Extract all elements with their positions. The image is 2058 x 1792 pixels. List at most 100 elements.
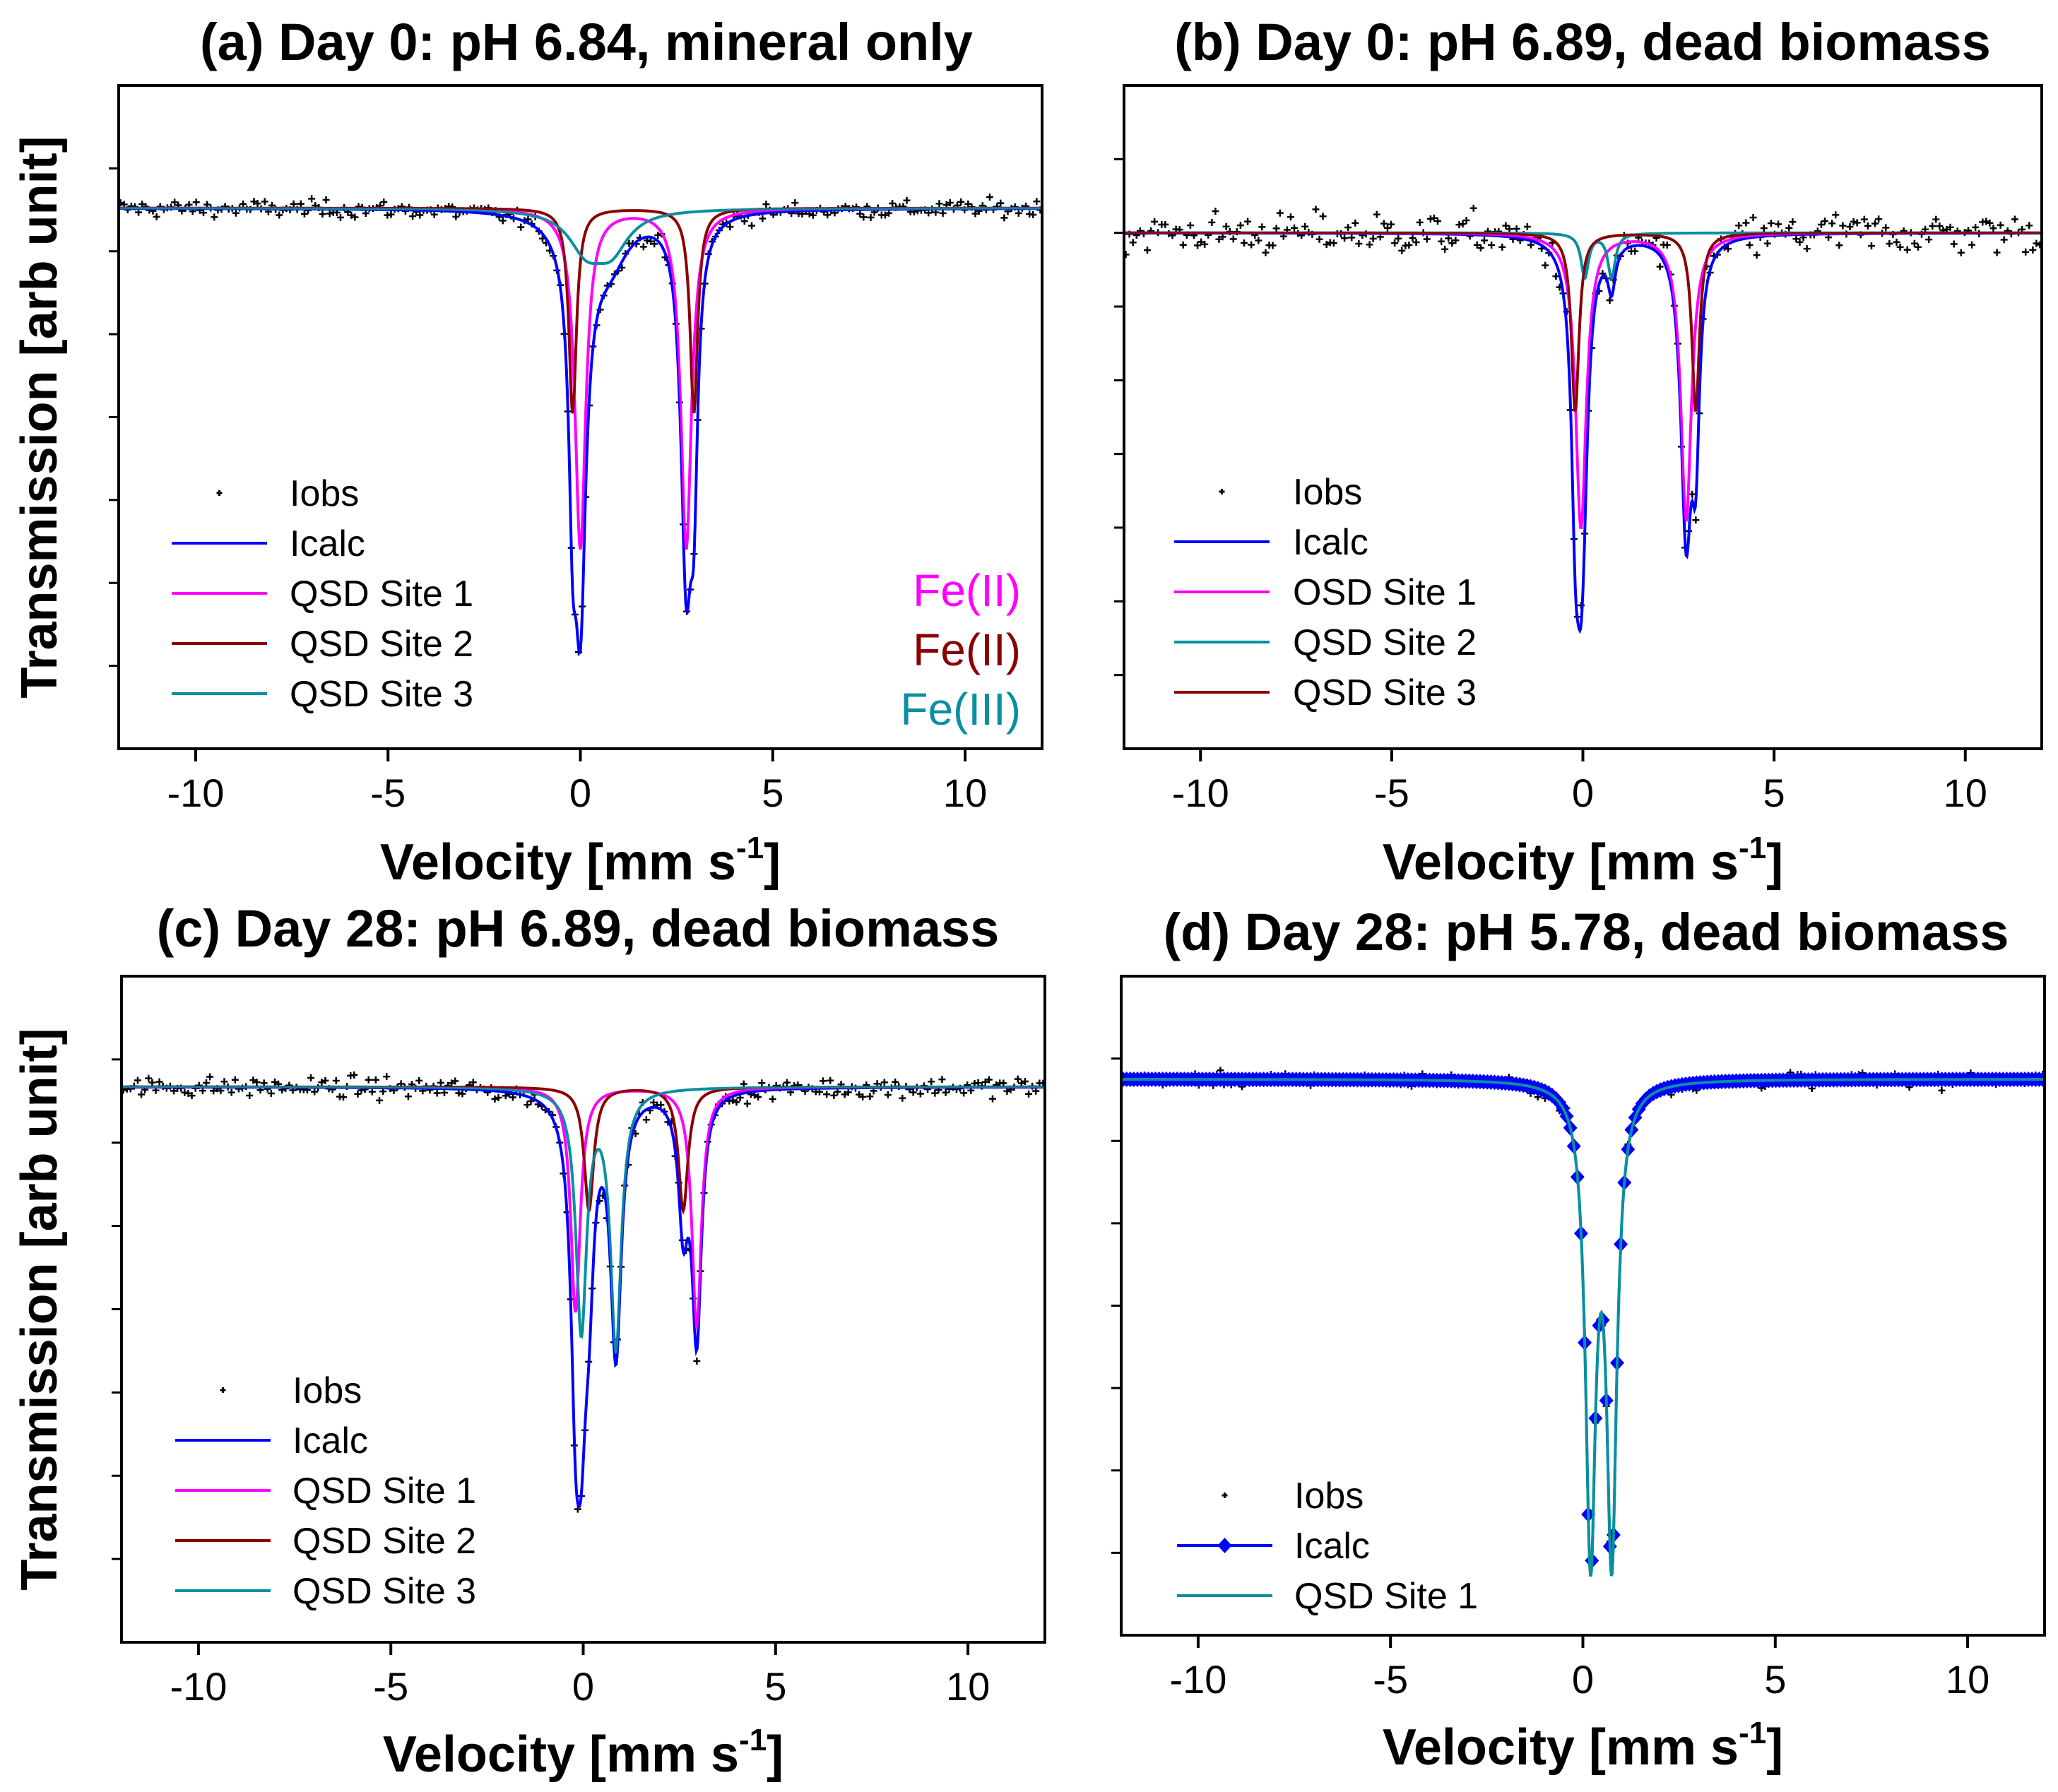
iobs-point: [860, 213, 868, 221]
iobs-point: [1388, 220, 1395, 228]
iobs-point: [1803, 245, 1811, 253]
iobs-point: [647, 237, 655, 245]
iobs-point: [1262, 249, 1270, 256]
iobs-point: [499, 217, 507, 225]
iobs-point: [856, 210, 864, 218]
iobs-point: [1462, 216, 1470, 224]
iobs-point: [1315, 235, 1323, 243]
iobs-point: [693, 1357, 701, 1365]
iobs-point: [1416, 218, 1424, 226]
iobs-point: [1689, 490, 1696, 498]
panel-b: (b) Day 0: pH 6.89, dead biomass -10 -5 0 5 1…: [1114, 13, 2043, 891]
x-tick-label: 5: [764, 1664, 786, 1709]
iobs-point: [368, 1088, 376, 1096]
iobs-point: [1197, 238, 1205, 246]
plot-area: [122, 1071, 1045, 1513]
iobs-point: [1746, 241, 1754, 249]
iobs-point: [1989, 225, 1997, 232]
iobs-point: [1506, 225, 1513, 233]
iobs-point: [928, 1078, 935, 1086]
fe-annotation: Fe(III): [900, 684, 1021, 735]
iobs-point: [1344, 223, 1352, 231]
chart-title: (a) Day 0: pH 6.84, mineral only: [200, 13, 973, 71]
iobs-point: [740, 1080, 747, 1088]
iobs-point: [2026, 222, 2033, 230]
plot-frame: [1123, 84, 2043, 750]
iobs-point: [824, 211, 832, 219]
iobs-point: [307, 1074, 315, 1081]
x-axis-label: Velocity [mm s-1]: [1383, 831, 1783, 891]
iobs-point: [1498, 243, 1506, 251]
iobs-point: [1312, 206, 1320, 213]
iobs-point: [1021, 1078, 1029, 1086]
x-axis-label-end: ]: [1766, 1719, 1783, 1776]
iobs-point: [1291, 224, 1299, 232]
iobs-point: [372, 1076, 379, 1084]
iobs-point: [1301, 222, 1309, 230]
iobs-point: [1938, 1086, 1946, 1094]
iobs-point: [138, 201, 146, 208]
iobs-point: [300, 210, 308, 218]
iobs-point: [311, 1088, 319, 1096]
site-2-curve: [119, 206, 1042, 414]
y-axis-label: Transmission [arb unit]: [11, 136, 68, 698]
iobs-point: [1968, 241, 1976, 249]
iobs-point: [365, 1076, 372, 1084]
iobs-point: [1749, 214, 1757, 222]
x-axis-label: Velocity [mm s-1]: [380, 831, 781, 891]
iobs-point: [1383, 224, 1391, 232]
iobs-point: [823, 1091, 831, 1098]
iobs-point: [1124, 251, 1130, 259]
x-tick-label: 10: [946, 1664, 990, 1709]
iobs-point: [740, 218, 748, 225]
legend-label: QSD Site 1: [290, 574, 473, 615]
iobs-point: [988, 1095, 996, 1103]
iobs-point: [1033, 198, 1041, 206]
iobs-point: [985, 1076, 993, 1084]
iobs-point: [881, 211, 889, 219]
iobs-point: [1477, 244, 1484, 251]
legend-label: Icalc: [292, 1420, 368, 1461]
iobs-point: [1441, 245, 1449, 253]
iobs-point: [211, 213, 218, 221]
legend-iobs-marker: [1219, 489, 1225, 494]
iobs-point: [1423, 235, 1431, 243]
iobs-point: [1129, 239, 1137, 247]
x-tick-label: 10: [943, 771, 987, 815]
legend-label: QSD Site 3: [1293, 672, 1477, 713]
iobs-point: [1369, 235, 1377, 242]
iobs-point: [249, 1076, 257, 1084]
iobs-point: [376, 1096, 384, 1104]
iobs-point: [437, 1079, 444, 1086]
iobs-point: [1352, 219, 1359, 227]
chart-title: (b) Day 0: pH 6.89, dead biomass: [1174, 13, 1991, 71]
iobs-point: [783, 1079, 791, 1086]
legend-label: QSD Site 2: [1293, 622, 1477, 663]
x-tick-label: -5: [1373, 1657, 1408, 1702]
iobs-point: [1606, 297, 1614, 304]
iobs-point: [250, 198, 258, 206]
iobs-point: [1929, 222, 1936, 230]
iobs-point: [889, 199, 897, 207]
iobs-point: [1272, 225, 1280, 232]
x-axis-label-text: Velocity [mm s: [1383, 834, 1739, 891]
x-axis-label-text: Velocity [mm s: [1383, 1719, 1739, 1776]
iobs-point: [350, 1071, 358, 1079]
y-axis-label: Transmission [arb unit]: [11, 1028, 68, 1590]
iobs-point: [960, 1089, 968, 1097]
legend-label: QSD Site 1: [1294, 1576, 1478, 1617]
iobs-point: [318, 1079, 326, 1086]
iobs-point: [1391, 239, 1399, 247]
iobs-point: [290, 200, 297, 208]
site-3-curve-top: [122, 1086, 1045, 1355]
plot-area: [1121, 1067, 2045, 1577]
legend-label: QSD Site 3: [290, 674, 473, 715]
iobs-point: [469, 1079, 477, 1086]
iobs-point: [654, 231, 662, 239]
iobs-point: [171, 198, 179, 206]
iobs-point: [1161, 220, 1169, 228]
iobs-point: [1000, 214, 1008, 222]
iobs-point: [1269, 242, 1277, 249]
iobs-point: [1025, 1090, 1033, 1098]
